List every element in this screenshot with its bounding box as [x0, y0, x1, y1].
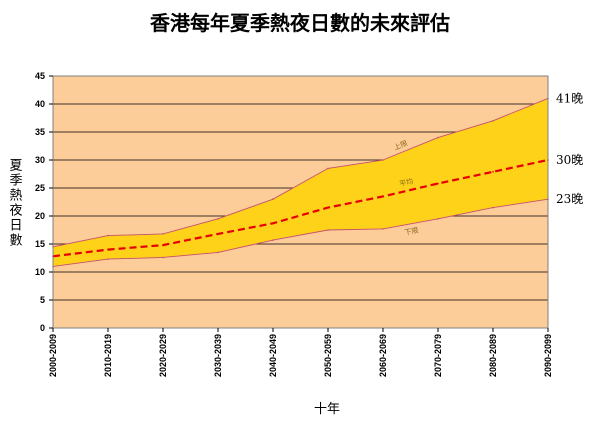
- data-point: [107, 234, 109, 237]
- y-axis-title-char: 熱: [9, 189, 22, 204]
- x-tick-label: 2010-2019: [103, 334, 113, 377]
- data-point: [162, 244, 164, 246]
- upper-bound-line: [52, 97, 549, 248]
- x-tick-label: 2060-2069: [378, 334, 388, 377]
- data-point: [327, 206, 329, 209]
- y-axis-title-char: 日: [9, 219, 22, 234]
- data-point: [217, 251, 219, 254]
- y-tick-label: 5: [40, 295, 45, 305]
- y-tick-label: 35: [35, 127, 45, 137]
- x-tick-label: 2020-2029: [158, 334, 168, 377]
- data-point: [162, 256, 164, 259]
- data-point: [382, 195, 384, 198]
- data-point: [327, 167, 329, 170]
- y-tick-label: 20: [35, 211, 45, 221]
- y-axis-title-char: 夜: [9, 204, 22, 219]
- x-tick-label: 2090-2099: [543, 334, 553, 377]
- x-tick-label: 2000-2009: [48, 334, 58, 377]
- y-tick-label: 0: [40, 323, 45, 333]
- mean-line: [52, 158, 549, 258]
- data-point: [217, 218, 219, 220]
- data-point: [272, 239, 274, 241]
- y-axis-title-char: 夏: [9, 159, 22, 174]
- series-label-lower: 下限: [404, 225, 419, 236]
- x-axis-title: 十年: [314, 402, 340, 417]
- data-point: [272, 222, 274, 225]
- data-point: [382, 228, 384, 230]
- y-axis-title: 夏季熱夜日數: [9, 159, 22, 249]
- plot-border: [52, 75, 549, 329]
- data-point: [107, 248, 109, 251]
- y-tick-label: 30: [35, 155, 45, 165]
- data-point: [107, 258, 109, 260]
- chart-title: 香港每年夏季熱夜日數的未來評估: [150, 11, 450, 35]
- data-point: [382, 159, 384, 161]
- y-axis-title-char: 季: [9, 174, 22, 189]
- y-axis-ticks: 0 5 10 15 20 25 30 35 40 45: [35, 71, 53, 333]
- data-point: [437, 182, 439, 185]
- x-tick-label: 2040-2049: [268, 334, 278, 377]
- data-point: [437, 218, 439, 220]
- data-point: [217, 233, 219, 235]
- data-point: [272, 198, 274, 200]
- y-tick-label: 15: [35, 239, 45, 249]
- data-point: [162, 233, 164, 235]
- lower-bound-line: [52, 198, 549, 267]
- data-point: [492, 206, 494, 209]
- y-tick-label: 45: [35, 71, 45, 81]
- data-point: [327, 229, 329, 231]
- x-tick-label: 2030-2039: [213, 334, 223, 377]
- x-axis-ticks: 2000-2009 2010-2019 2020-2029 2030-2039 2040…: [48, 328, 553, 377]
- data-point: [492, 170, 494, 173]
- y-tick-label: 10: [35, 267, 45, 277]
- y-tick-label: 25: [35, 183, 45, 193]
- end-label-upper: 41晚: [556, 91, 583, 105]
- end-label-mean: 30晚: [556, 153, 583, 167]
- y-axis-title-char: 數: [9, 234, 22, 249]
- end-label-lower: 23晚: [556, 192, 583, 206]
- data-point: [492, 120, 494, 122]
- x-tick-label: 2050-2059: [323, 334, 333, 377]
- series-label-mean: 平均: [398, 176, 414, 188]
- data-point: [437, 136, 439, 139]
- y-tick-label: 40: [35, 99, 45, 109]
- x-tick-label: 2070-2079: [433, 334, 443, 377]
- x-tick-label: 2080-2089: [488, 334, 498, 377]
